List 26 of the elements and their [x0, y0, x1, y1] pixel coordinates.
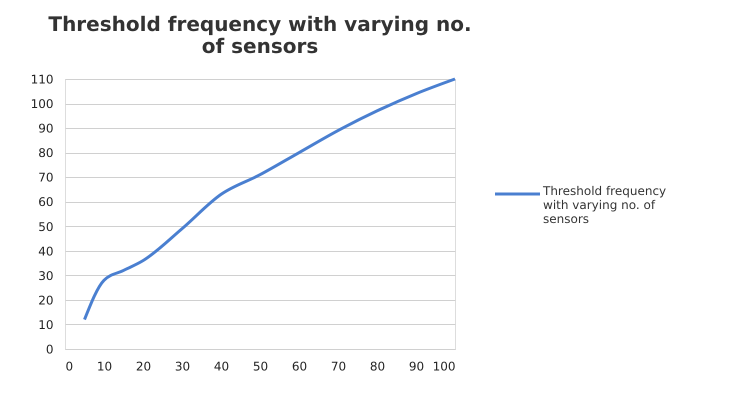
x-tick-label: 70: [330, 360, 346, 374]
x-tick-label: 100: [432, 360, 456, 374]
x-tick-label: 0: [66, 360, 74, 374]
y-tick-label: 50: [38, 220, 54, 234]
x-tick-label: 20: [136, 360, 152, 374]
x-tick-label: 40: [214, 360, 230, 374]
line-series: [83, 78, 456, 322]
y-tick-label: 90: [38, 122, 54, 136]
y-tick-label: 100: [30, 97, 54, 112]
legend-label: Threshold frequency with varying no. of sensors: [542, 184, 666, 226]
y-tick-label: 110: [30, 72, 54, 86]
y-tick-label: 40: [38, 244, 54, 258]
y-tick-label: 70: [38, 170, 54, 185]
x-tick-label: 90: [408, 360, 424, 374]
y-tick-label: 30: [38, 268, 54, 283]
y-tick-label: 10: [38, 318, 54, 332]
x-tick-label: 10: [96, 360, 112, 374]
y-tick-label: 60: [38, 195, 54, 210]
y-tick-label: 80: [38, 146, 54, 160]
y-tick-label: 0: [46, 342, 54, 356]
x-tick-label: 30: [174, 360, 190, 374]
y-tick-label: 20: [38, 293, 54, 308]
chart-title: Threshold frequency with varying no. of sensors: [48, 12, 472, 58]
x-tick-label: 60: [292, 360, 308, 374]
x-tick-label: 50: [252, 360, 268, 374]
x-tick-label: 80: [370, 360, 386, 374]
